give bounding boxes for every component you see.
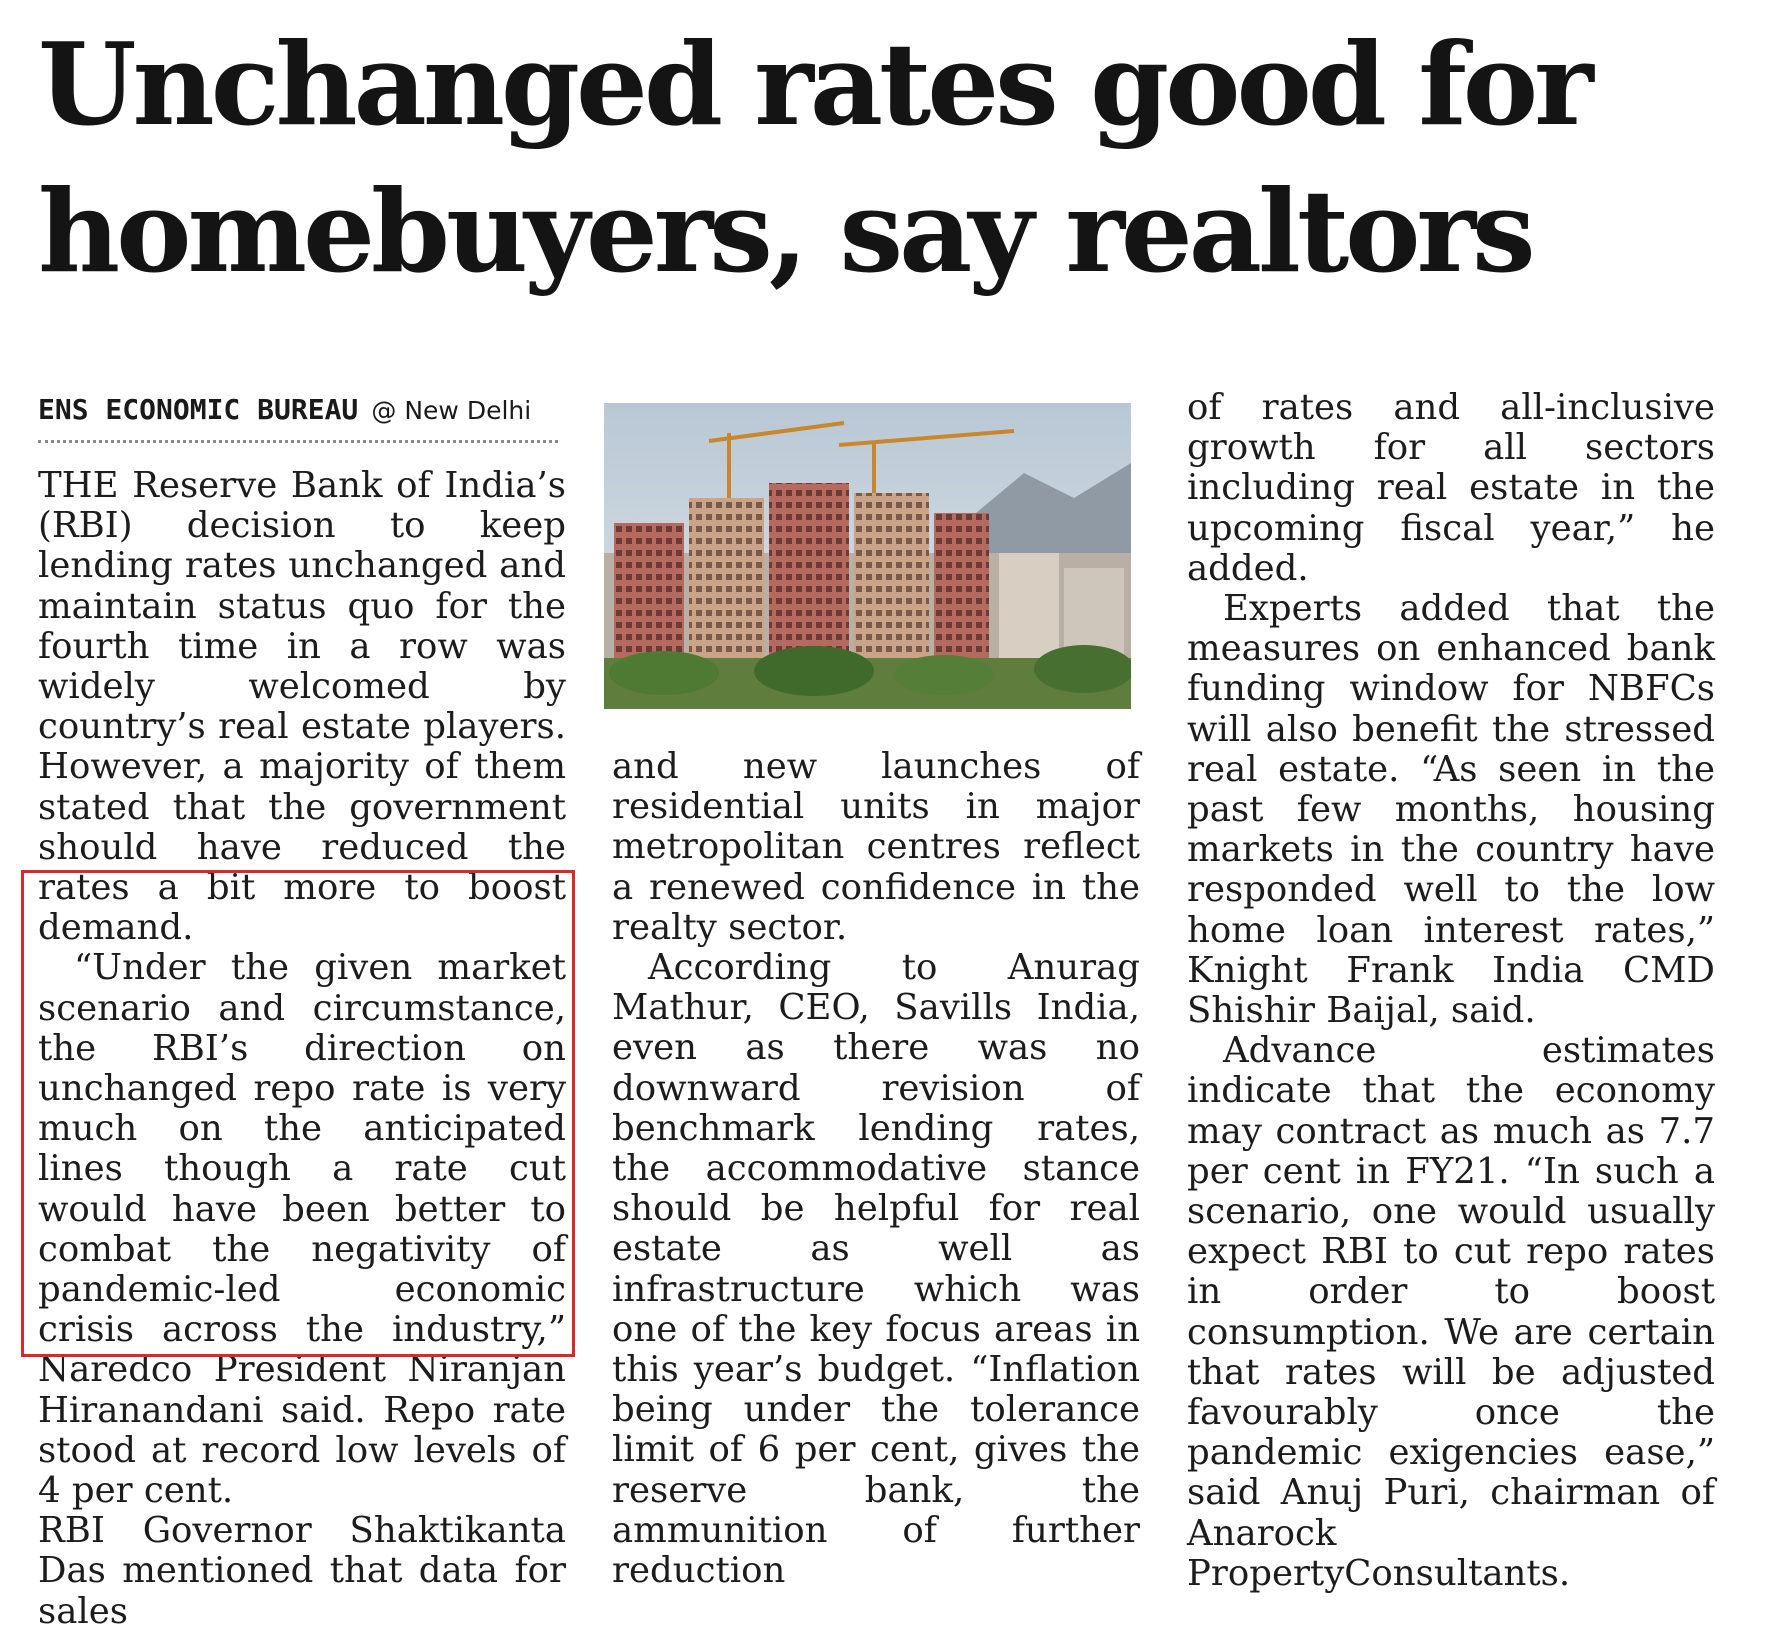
article-column-3: of rates and all-inclusive growth for al…: [1187, 387, 1715, 1594]
paragraph: and new launches of residential units in…: [612, 746, 1140, 948]
byline-divider: [38, 440, 558, 443]
paragraph: According to Anurag Mathur, CEO, Savills…: [612, 947, 1140, 1592]
byline-bureau: ENS ECONOMIC BUREAU: [38, 393, 359, 426]
headline: Unchanged rates good for homebuyers, say…: [38, 12, 1758, 306]
byline-location: @ New Delhi: [371, 396, 532, 425]
headline-line-1: Unchanged rates good for: [38, 18, 1594, 151]
headline-line-2: homebuyers, say realtors: [38, 164, 1536, 298]
paragraph: Experts added that the measures on enhan…: [1187, 588, 1715, 1032]
paragraph: RBI Governor Shaktikanta Das mentioned t…: [38, 1510, 566, 1632]
paragraph: Advance estimates indicate that the econ…: [1187, 1030, 1715, 1594]
paragraph: of rates and all-inclusive growth for al…: [1187, 387, 1715, 589]
paragraph: THE Reserve Bank of India’s (RBI) decisi…: [38, 465, 566, 949]
article-column-2: and new launches of residential units in…: [612, 746, 1140, 1592]
construction-photo: [604, 403, 1131, 709]
article-column-1: THE Reserve Bank of India’s (RBI) decisi…: [38, 465, 566, 1632]
paragraph-quote-hiranandani: “Under the given market scenario and cir…: [38, 947, 566, 1512]
byline: ENS ECONOMIC BUREAU @ New Delhi: [38, 392, 558, 428]
